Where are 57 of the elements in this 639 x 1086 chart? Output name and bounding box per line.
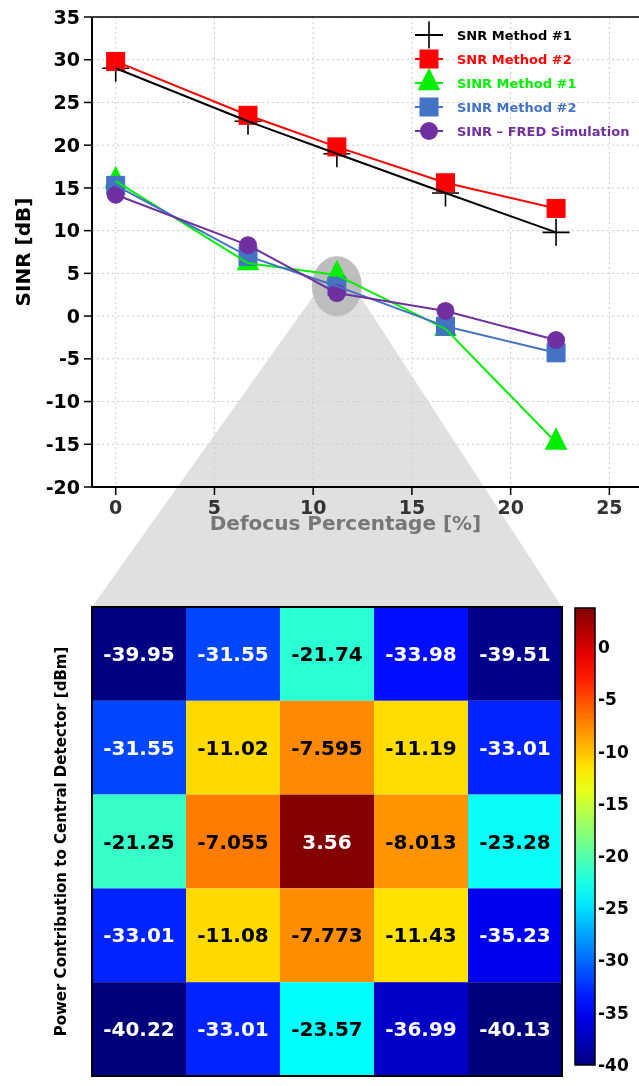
- y-tick-label: 20: [53, 133, 80, 156]
- data-label: -7.055: [197, 829, 269, 854]
- data-label: -7.595: [291, 735, 363, 760]
- color-bar-label: -20: [598, 846, 629, 867]
- y-tick-label: 15: [53, 176, 80, 199]
- y-tick-label: 35: [53, 5, 80, 28]
- color-bar-label: -35: [598, 1002, 629, 1023]
- y-axis-title: Power Contribution to Central Detector [dBm]: [52, 646, 70, 1037]
- data-label: -39.51: [479, 641, 551, 666]
- color-bar-label: -15: [598, 793, 629, 814]
- data-label: -11.19: [385, 735, 457, 760]
- x-tick-label: 25: [596, 496, 623, 518]
- data-label: -35.23: [479, 923, 551, 948]
- data-label: -23.28: [479, 829, 551, 854]
- color-bar-label: -25: [598, 898, 629, 919]
- legend-label: SINR Method #2: [457, 99, 577, 115]
- data-label: -33.98: [385, 641, 457, 666]
- x-tick-label: 15: [398, 496, 426, 518]
- color-bar-label: -10: [598, 741, 629, 762]
- data-label: -31.55: [103, 735, 175, 760]
- data-label: -36.99: [385, 1017, 457, 1042]
- x-tick-label: 0: [109, 496, 123, 518]
- data-label: -39.95: [103, 641, 175, 666]
- legend-label: SNR Method #2: [457, 51, 572, 67]
- data-label: -33.01: [479, 735, 551, 760]
- data-label: -33.01: [103, 923, 175, 948]
- data-label: -33.01: [197, 1017, 269, 1042]
- y-tick-label: -15: [45, 432, 80, 455]
- data-label: -11.02: [197, 735, 269, 760]
- y-tick-label: 0: [66, 304, 80, 327]
- data-label: -21.74: [291, 641, 363, 666]
- data-label: -40.22: [103, 1017, 175, 1042]
- data-label: -11.08: [197, 923, 269, 948]
- color-bar-label: -40: [598, 1054, 629, 1075]
- data-label: -8.013: [385, 829, 457, 854]
- y-tick-label: 25: [53, 91, 80, 114]
- y-tick-label: -20: [45, 475, 80, 498]
- y-tick-label: -10: [45, 390, 80, 413]
- data-label: -7.773: [291, 923, 363, 948]
- data-label: -21.25: [103, 829, 175, 854]
- y-tick-label: 30: [53, 48, 80, 71]
- data-label: -31.55: [197, 641, 269, 666]
- y-axis-title: SINR [dB]: [11, 197, 35, 307]
- x-tick-label: 20: [497, 496, 524, 518]
- data-label: -11.43: [385, 923, 457, 948]
- color-bar-label: -30: [598, 950, 629, 971]
- y-tick-label: 5: [66, 262, 80, 285]
- y-tick-label: 10: [53, 219, 80, 242]
- data-label: -23.57: [291, 1017, 363, 1042]
- legend-label: SINR – FRED Simulation: [457, 123, 630, 139]
- data-label: 3.56: [302, 829, 352, 854]
- color-bar-label: -5: [598, 689, 617, 710]
- data-label: -40.13: [479, 1017, 551, 1042]
- color-bar-label: 0: [598, 637, 610, 658]
- legend-label: SNR Method #1: [457, 27, 572, 43]
- y-tick-label: -5: [58, 347, 80, 370]
- legend-label: SINR Method #1: [457, 75, 577, 91]
